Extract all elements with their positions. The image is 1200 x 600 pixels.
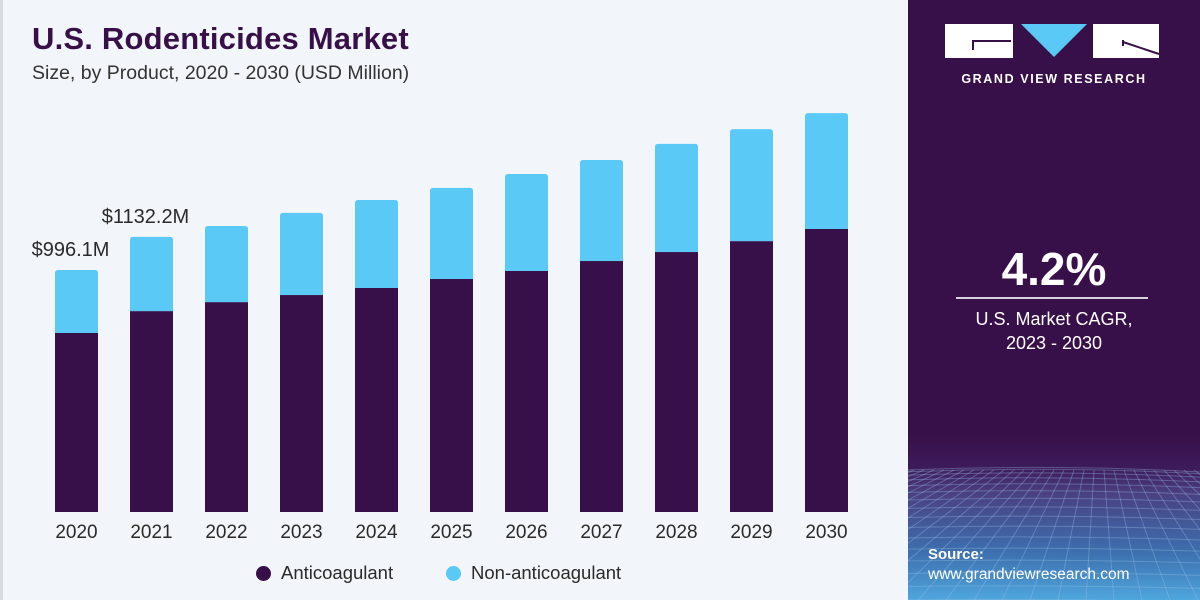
x-tick-label-2027: 2027 — [580, 522, 622, 543]
bar-anticoagulant-2026 — [505, 270, 548, 512]
left-border — [0, 0, 3, 600]
cagr-value: 4.2% — [1001, 243, 1107, 295]
bar-non-anticoagulant-2026 — [505, 174, 548, 271]
bar-anticoagulant-2027 — [580, 261, 623, 512]
cagr-divider — [956, 297, 1148, 299]
bar-non-anticoagulant-2020 — [55, 270, 98, 333]
logo-r-stroke — [1122, 41, 1160, 55]
data-label-2020: $996.1M — [32, 239, 110, 261]
bar-anticoagulant-2029 — [730, 241, 773, 513]
bar-anticoagulant-2023 — [280, 295, 323, 512]
bar-anticoagulant-2030 — [805, 228, 848, 512]
x-axis-labels: 2020 2021 2022 2023 2024 2025 2026 2027 2028 2029… — [55, 522, 847, 543]
logo-v-triangle — [1021, 24, 1087, 57]
bar-anticoagulant-2020 — [55, 332, 98, 512]
logo-g-stroke — [972, 40, 1011, 50]
x-tick-label-2025: 2025 — [430, 522, 472, 543]
data-label-2021: $1132.2M — [102, 206, 189, 228]
bar-non-anticoagulant-2025 — [430, 187, 473, 280]
chart-subtitle: Size, by Product, 2020 - 2030 (USD Milli… — [32, 62, 410, 84]
x-tick-label-2028: 2028 — [655, 522, 697, 543]
grid-background-decoration — [908, 466, 1200, 600]
bar-anticoagulant-2025 — [430, 279, 473, 512]
x-tick-label-2030: 2030 — [805, 522, 847, 543]
source-label: Source: — [928, 546, 984, 563]
bar-non-anticoagulant-2027 — [580, 159, 623, 262]
cagr-label-line2: 2023 - 2030 — [1005, 333, 1103, 353]
x-tick-label-2021: 2021 — [130, 522, 172, 543]
x-tick-label-2023: 2023 — [280, 522, 322, 543]
legend-label-non-anticoagulant: Non-anticoagulant — [471, 562, 622, 583]
legend-label-anticoagulant: Anticoagulant — [281, 562, 394, 583]
bar-non-anticoagulant-2028 — [655, 143, 698, 253]
annotations-group: $996.1M $1132.2M — [32, 206, 190, 261]
chart-title: U.S. Rodenticides Market — [32, 21, 409, 56]
info-panel: GRAND VIEW RESEARCH 4.2% U.S. Market CAG… — [908, 0, 1200, 600]
legend-dot-non-anticoagulant — [446, 565, 461, 581]
source-link[interactable]: www.grandviewresearch.com — [928, 566, 1130, 583]
bar-non-anticoagulant-2021 — [130, 236, 173, 312]
bar-non-anticoagulant-2023 — [280, 212, 323, 296]
x-tick-label-2029: 2029 — [730, 522, 772, 543]
legend-dot-anticoagulant — [256, 565, 271, 581]
logo-text: GRAND VIEW RESEARCH — [961, 72, 1147, 86]
bar-non-anticoagulant-2029 — [730, 129, 773, 242]
stacked-bar-chart: 2020 2021 2022 2023 2024 2025 2026 2027 2028 2029… — [32, 113, 848, 543]
legend-item-anticoagulant: Anticoagulant — [256, 562, 393, 584]
x-tick-label-2020: 2020 — [55, 522, 97, 543]
bar-anticoagulant-2024 — [355, 288, 398, 512]
bar-non-anticoagulant-2030 — [805, 113, 848, 229]
bar-anticoagulant-2028 — [655, 252, 698, 512]
bar-non-anticoagulant-2024 — [355, 200, 398, 289]
bars-group — [55, 113, 848, 513]
x-tick-label-2026: 2026 — [505, 522, 547, 543]
bar-anticoagulant-2021 — [130, 311, 173, 512]
bar-non-anticoagulant-2022 — [205, 226, 248, 303]
legend-item-non-anticoagulant: Non-anticoagulant — [446, 562, 621, 584]
bar-anticoagulant-2022 — [205, 302, 248, 512]
logo-r-block — [1093, 24, 1159, 58]
cagr-label: U.S. Market CAGR, 2023 - 2030 — [908, 307, 1200, 355]
x-tick-label-2022: 2022 — [205, 522, 247, 543]
grand-view-research-logo — [945, 24, 1160, 58]
cagr-label-line1: U.S. Market CAGR, — [975, 309, 1133, 329]
x-tick-label-2024: 2024 — [355, 522, 398, 543]
